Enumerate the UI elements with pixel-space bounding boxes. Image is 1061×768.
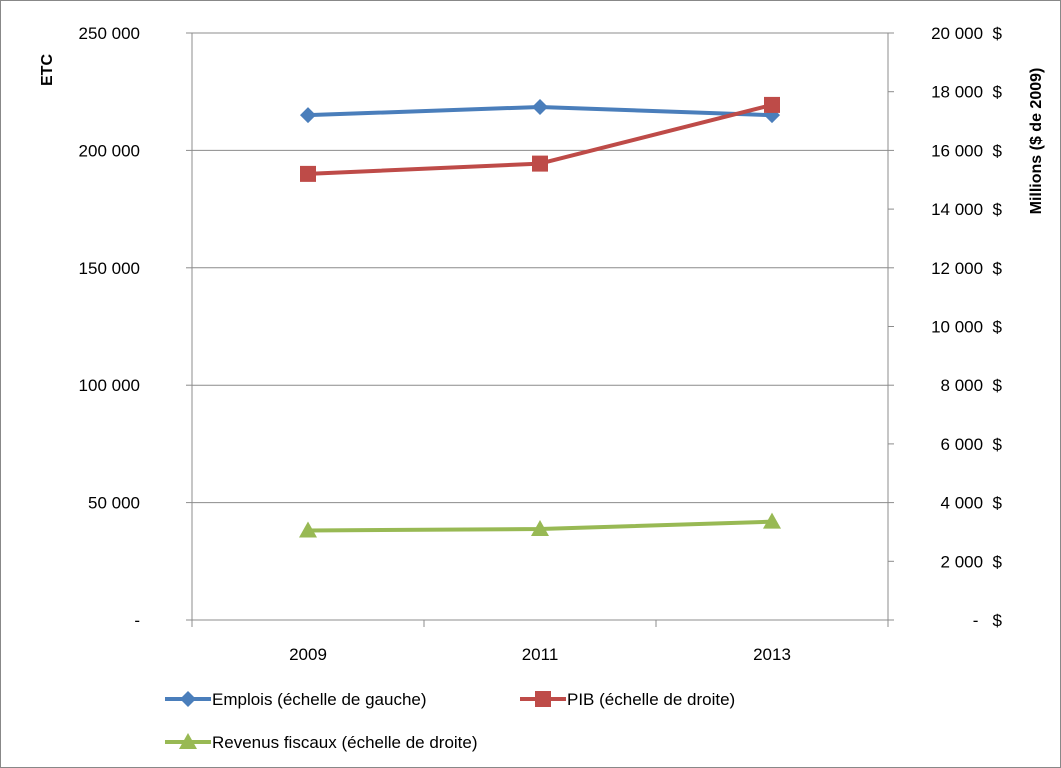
left-axis-title: ETC <box>39 54 56 86</box>
right-tick-label-4: 8 000 $ <box>941 376 1003 395</box>
left-tick-label-2: 100 000 <box>79 376 140 395</box>
legend: Emplois (échelle de gauche) PIB (échelle … <box>165 690 735 752</box>
x-tick-label-2: 2013 <box>753 645 791 664</box>
legend-marker-2 <box>179 733 197 749</box>
legend-entry-2: Revenus fiscaux (échelle de droite) <box>165 733 478 752</box>
left-tick-label-0: - <box>134 611 140 630</box>
series-2-point-1 <box>531 520 549 537</box>
series-1-point-1 <box>532 155 548 172</box>
right-tick-label-8: 16 000 $ <box>931 141 1002 160</box>
right-tick-label-6: 12 000 $ <box>931 259 1002 278</box>
series-2-point-0 <box>299 521 317 538</box>
series-2-point-2 <box>763 512 781 529</box>
x-tick-label-1: 2011 <box>522 645 559 664</box>
series-1-point-0 <box>300 165 316 182</box>
series-2 <box>299 512 781 538</box>
series-1 <box>300 96 780 182</box>
legend-entry-0: Emplois (échelle de gauche) <box>165 690 427 709</box>
right-tick-label-0: - $ <box>973 611 1003 630</box>
legend-entry-1: PIB (échelle de droite) <box>520 690 735 709</box>
gridlines <box>192 32 888 504</box>
series-0 <box>300 98 780 124</box>
series-1-point-2 <box>764 96 780 113</box>
right-tick-label-3: 6 000 $ <box>941 435 1003 454</box>
right-tick-label-7: 14 000 $ <box>931 200 1002 219</box>
series-layer <box>299 96 781 538</box>
right-axis-ticks: - $ 2 000 $ 4 000 $ 6 000 $ 8 000 $ 10 000 $ 1… <box>888 24 1003 630</box>
legend-label-1: PIB (échelle de droite) <box>567 690 735 709</box>
right-tick-label-2: 4 000 $ <box>941 494 1003 513</box>
legend-label-2: Revenus fiscaux (échelle de droite) <box>212 733 478 752</box>
x-tick-label-0: 2009 <box>289 645 327 664</box>
left-tick-label-5: 250 000 <box>79 24 140 43</box>
left-axis-ticks: - 50 000 100 000 150 000 200 000 250 000 <box>79 24 192 630</box>
x-axis-ticks: 2009 2011 2013 <box>191 620 889 664</box>
right-tick-label-5: 10 000 $ <box>931 318 1002 337</box>
right-tick-label-10: 20 000 $ <box>931 24 1002 43</box>
legend-label-0: Emplois (échelle de gauche) <box>212 690 427 709</box>
series-0-point-0 <box>300 107 316 124</box>
left-tick-label-4: 200 000 <box>79 141 140 160</box>
left-tick-label-3: 150 000 <box>79 259 140 278</box>
left-tick-label-1: 50 000 <box>88 494 140 513</box>
right-tick-label-1: 2 000 $ <box>941 552 1003 571</box>
legend-marker-1 <box>535 691 551 707</box>
legend-marker-0 <box>180 691 196 707</box>
right-axis-title: Millions ($ de 2009) <box>1028 68 1045 215</box>
series-0-point-1 <box>532 98 548 115</box>
right-tick-label-9: 18 000 $ <box>931 83 1002 102</box>
